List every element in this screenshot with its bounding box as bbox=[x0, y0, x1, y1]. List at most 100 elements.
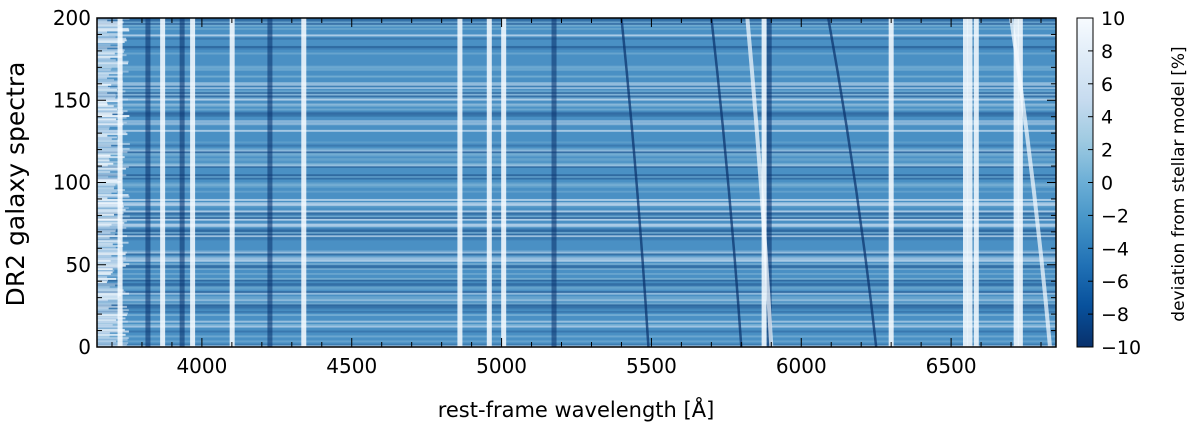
heatmap-row-edge bbox=[97, 333, 126, 336]
sky-line-track bbox=[710, 18, 743, 347]
heatmap-row-edge bbox=[97, 80, 124, 83]
heatmap-row-edge bbox=[97, 220, 127, 223]
heatmap-row-edge bbox=[97, 328, 125, 331]
heatmap-row-edge bbox=[97, 121, 127, 124]
heatmap-row bbox=[97, 335, 1056, 338]
heatmap-row bbox=[97, 108, 1056, 111]
heatmap-row-edge bbox=[97, 19, 108, 22]
heatmap-row bbox=[97, 87, 1056, 90]
heatmap-row-stripes bbox=[97, 18, 1056, 347]
heatmap-row-edge bbox=[97, 75, 123, 78]
heatmap-row-edge bbox=[97, 185, 115, 188]
heatmap-row bbox=[97, 233, 1056, 236]
heatmap-row-edge bbox=[97, 170, 111, 173]
heatmap-row bbox=[97, 121, 1056, 124]
y-tick-label: 0 bbox=[78, 335, 91, 359]
bright-residual-line bbox=[962, 18, 968, 347]
heatmap-row-edge bbox=[97, 279, 108, 282]
heatmap-row-edge bbox=[97, 200, 123, 203]
heatmap-row bbox=[97, 144, 1056, 147]
heatmap-row-edge bbox=[97, 202, 124, 205]
heatmap-row bbox=[97, 213, 1056, 216]
y-tick-label: 150 bbox=[53, 88, 91, 112]
heatmap-row-edge bbox=[97, 105, 114, 108]
heatmap-row-edge bbox=[97, 88, 118, 91]
heatmap-row-edge bbox=[97, 32, 121, 35]
x-tick-label: 5000 bbox=[476, 354, 527, 378]
bright-residual-line bbox=[486, 18, 492, 347]
heatmap-row-edge bbox=[97, 195, 130, 198]
heatmap-row-edge bbox=[97, 317, 126, 320]
heatmap-row bbox=[97, 307, 1056, 310]
x-axis-label: rest-frame wavelength [Å] bbox=[438, 396, 715, 422]
heatmap-row bbox=[97, 52, 1056, 55]
dark-residual-line bbox=[766, 18, 772, 347]
heatmap-row-edge bbox=[97, 228, 117, 231]
heatmap-row-edge bbox=[97, 266, 123, 269]
heatmap-row-edge bbox=[97, 65, 119, 68]
bright-residual-line bbox=[1017, 18, 1023, 347]
heatmap-row bbox=[97, 27, 1056, 30]
heatmap-row bbox=[97, 18, 1056, 20]
heatmap-row-edge bbox=[97, 101, 108, 104]
heatmap-row-edge bbox=[97, 175, 109, 178]
heatmap-row bbox=[97, 185, 1056, 188]
heatmap-row-edge bbox=[97, 340, 117, 343]
heatmap-row-edge bbox=[97, 116, 127, 119]
heatmap-row-edge bbox=[97, 141, 118, 144]
heatmap-row-edge bbox=[97, 315, 119, 318]
heatmap-row-edge bbox=[97, 226, 127, 229]
heatmap-row-edge bbox=[97, 203, 123, 206]
heatmap-row-edge bbox=[97, 282, 122, 285]
heatmap-row bbox=[97, 330, 1056, 333]
heatmap-row-edge bbox=[97, 157, 109, 160]
heatmap-row-edge bbox=[97, 167, 126, 170]
heatmap-row bbox=[97, 253, 1056, 256]
heatmap-row bbox=[97, 210, 1056, 213]
heatmap-row bbox=[97, 103, 1056, 106]
heatmap-row-edge bbox=[97, 281, 107, 284]
heatmap-row-edge bbox=[97, 304, 112, 307]
heatmap-row-edge bbox=[97, 190, 117, 193]
heatmap-row bbox=[97, 129, 1056, 132]
heatmap-row bbox=[97, 22, 1056, 25]
heatmap-row bbox=[97, 231, 1056, 234]
colorbar-label: deviation from stellar model [%] bbox=[1169, 46, 1189, 321]
heatmap-row bbox=[97, 212, 1056, 215]
colorbar-tick-label: −6 bbox=[1101, 271, 1129, 293]
heatmap-row-edge bbox=[97, 59, 116, 62]
heatmap-row-edge bbox=[97, 338, 128, 341]
heatmap-row-edge bbox=[97, 309, 129, 312]
heatmap-row-edge bbox=[97, 41, 125, 43]
colorbar-tick-label: 0 bbox=[1101, 173, 1113, 195]
heatmap-row-edge bbox=[97, 189, 125, 192]
colorbar-tick-label: −2 bbox=[1101, 205, 1129, 227]
heatmap-row-edge bbox=[97, 292, 130, 295]
heatmap-row-edge bbox=[97, 42, 120, 45]
heatmap-row bbox=[97, 205, 1056, 208]
heatmap-row-edge bbox=[97, 319, 117, 321]
heatmap-row bbox=[97, 24, 1056, 27]
heatmap-row-edge bbox=[97, 95, 117, 98]
heatmap-row bbox=[97, 82, 1056, 85]
dark-residual-line bbox=[179, 18, 185, 347]
heatmap-row-edge bbox=[97, 90, 126, 93]
heatmap-row bbox=[97, 263, 1056, 266]
bright-residual-line bbox=[973, 18, 979, 347]
heatmap-row-edge bbox=[97, 330, 129, 333]
heatmap-row-edge bbox=[97, 274, 122, 277]
x-tick-label: 6000 bbox=[776, 354, 827, 378]
heatmap-row bbox=[97, 98, 1056, 101]
y-axis-ticks: 0 50 100 150 200 bbox=[53, 6, 1056, 359]
heatmap-row-edge bbox=[97, 108, 118, 111]
heatmap-row-edge bbox=[97, 85, 108, 88]
heatmap-row bbox=[97, 299, 1056, 302]
heatmap-row bbox=[97, 203, 1056, 206]
heatmap-row-edge bbox=[97, 96, 116, 99]
heatmap-row bbox=[97, 202, 1056, 205]
heatmap-row-edge bbox=[97, 174, 127, 177]
colorbar-tick-label: 10 bbox=[1101, 8, 1125, 30]
heatmap-row-edge bbox=[97, 147, 130, 150]
x-tick-label: 6500 bbox=[926, 354, 977, 378]
